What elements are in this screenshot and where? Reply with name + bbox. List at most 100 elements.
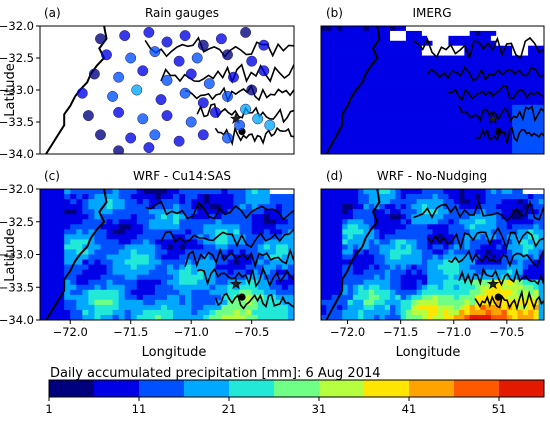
precip-cell-c [52,204,59,210]
precip-cell-c [154,244,162,250]
precip-cell-c [70,299,77,306]
precip-cell-c [46,299,53,306]
precip-cell-c [112,204,120,210]
precip-cell-b [331,129,338,135]
precip-cell-b [342,134,348,140]
precip-cell-c [76,259,83,265]
precip-cell-c [100,259,107,265]
precip-cell-c [142,259,150,265]
precip-cell-c [58,274,65,281]
precip-cell-d [533,194,540,200]
precip-cell-b [352,139,359,145]
precip-cell-b [400,35,407,42]
precip-cell-d [390,249,396,255]
precip-cell-b [464,85,471,91]
precip-cell-b [384,134,391,140]
precip-cell-d [421,214,428,220]
precip-cell-d [379,209,386,215]
precip-cell-d [506,254,513,260]
precip-cell-c [185,189,192,195]
precip-cell-c [124,249,132,255]
precip-cell-c [275,309,283,316]
precip-cell-c [136,229,144,235]
precip-cell-b [405,129,412,135]
precip-cell-d [522,304,529,311]
precip-cell-d [522,284,529,291]
precip-cell-c [251,284,259,291]
precip-cell-d [358,294,364,301]
precip-cell-c [173,259,180,265]
precip-cell-d [501,309,508,316]
precip-cell-d [453,309,460,316]
precip-cell-b [506,144,513,150]
precip-cell-b [538,75,544,81]
precip-cell-d [321,209,327,215]
precip-cell-c [281,279,289,286]
precip-cell-c [167,239,174,245]
precip-cell-c [88,279,95,286]
precip-cell-d [459,249,465,255]
precip-cell-c [100,284,107,291]
precip-cell-d [538,269,544,276]
precip-cell-d [528,239,534,245]
precip-cell-b [384,30,391,37]
precip-cell-c [100,214,107,220]
precip-cell-d [342,214,348,220]
rain-gauge-point [215,33,227,45]
precip-cell-c [245,214,253,220]
precip-cell-c [106,219,113,225]
precip-cell-b [443,50,449,56]
precip-cell-c [209,239,216,245]
precip-cell-d [448,314,455,320]
precip-cell-c [142,199,150,205]
precip-cell-d [437,204,444,210]
precip-cell-c [64,284,71,291]
precip-cell-d [411,274,417,281]
precip-cell-b [533,55,540,61]
precip-cell-d [517,224,524,230]
precip-cell-b [405,124,412,130]
rain-gauge-point [185,116,197,128]
precip-cell-c [281,239,289,245]
precip-cell-b [512,45,518,52]
precip-cell-d [411,234,417,240]
precip-cell-b [331,94,338,101]
precip-cell-b [336,114,343,120]
precip-cell-d [469,289,476,296]
precip-cell-c [197,229,204,235]
precip-cell-c [82,194,89,200]
precip-cell-b [405,94,412,101]
precip-cell-b [517,104,524,111]
precip-cell-c [197,299,204,306]
precip-cell-c [118,244,126,250]
precip-cell-d [342,254,348,260]
precip-cell-c [221,284,228,291]
precip-cell-d [485,224,492,230]
precip-cell-b [506,99,513,106]
precip-cell-c [124,199,132,205]
precip-cell-b [448,65,455,71]
precip-cell-d [474,269,481,276]
precip-cell-c [251,209,259,215]
precip-cell-d [485,209,492,215]
precip-cell-b [374,50,380,56]
precip-cell-c [88,304,95,311]
precip-cell-b [400,55,407,61]
precip-cell-c [154,259,162,265]
precip-cell-c [142,249,150,255]
precip-cell-c [197,284,204,291]
precip-cell-c [185,199,192,205]
topography-contour-a [160,63,294,85]
precip-cell-c [215,234,222,240]
precip-cell-d [506,294,513,301]
precip-cell-b [390,129,396,135]
precip-cell-d [533,249,540,255]
precip-cell-b [400,149,407,154]
precip-cell-c [251,299,259,306]
precip-cell-b [395,124,402,130]
precip-cell-d [427,309,433,316]
precip-cell-c [100,244,107,250]
precip-cell-d [363,264,370,271]
precip-cell-d [421,239,428,245]
precip-cell-b [533,45,540,52]
